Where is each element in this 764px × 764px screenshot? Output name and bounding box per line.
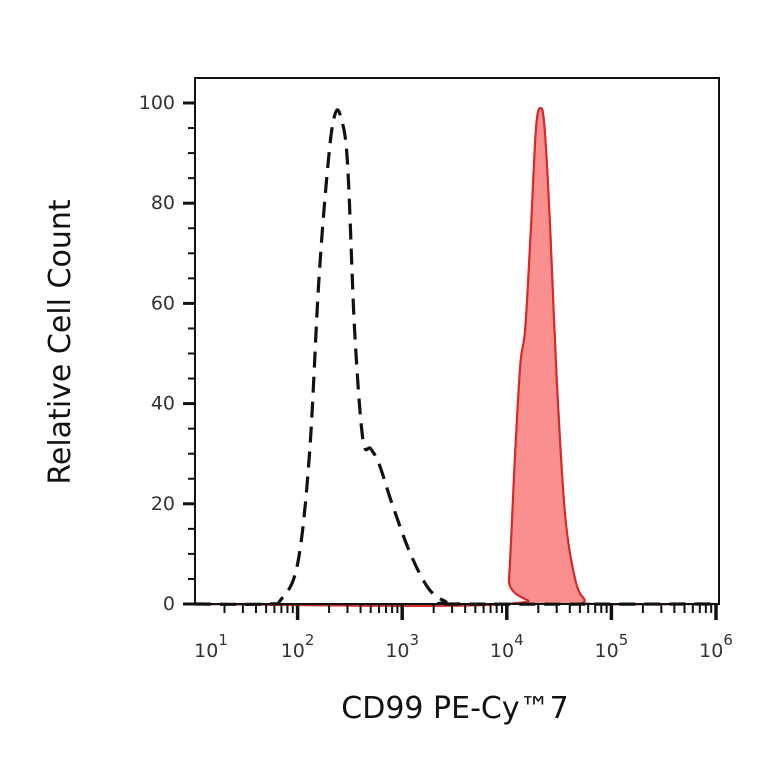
plot-border (194, 77, 720, 605)
y-axis-title: Relative Cell Count (43, 199, 78, 484)
isotype-outline (194, 108, 717, 606)
x-tick-label: 105 (595, 631, 629, 662)
isotype-series-dashed (194, 108, 717, 606)
y-axis: 0 20 40 60 80 100 (139, 92, 195, 615)
cd99-series-filled (194, 106, 719, 607)
cd99-fill-area (195, 108, 719, 606)
plot-frame (194, 77, 720, 605)
x-tick-label: 103 (385, 631, 419, 662)
y-tick-label: 80 (151, 192, 175, 214)
x-tick-label: 102 (281, 631, 315, 662)
x-axis: 101 102 103 104 105 106 (194, 604, 733, 662)
y-tick-label: 40 (151, 393, 175, 415)
x-axis-title: CD99 PE-Cy™7 (341, 691, 568, 726)
y-tick-label: 60 (151, 292, 175, 314)
y-tick-label: 20 (151, 493, 175, 515)
x-tick-label: 101 (194, 631, 228, 662)
cd99-outline (194, 106, 717, 607)
y-tick-label: 0 (163, 593, 175, 615)
x-tick-label: 106 (699, 631, 733, 662)
y-tick-label: 100 (139, 92, 175, 114)
x-tick-label: 104 (490, 631, 524, 662)
